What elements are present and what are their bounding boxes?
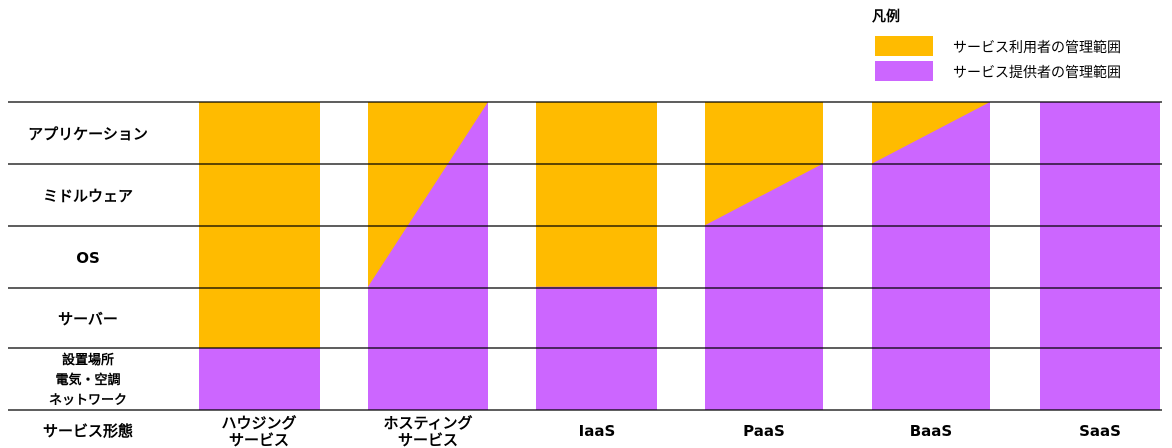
column-label-hosting-line1: ホスティング <box>383 414 472 432</box>
layer-label-facility-line2: 電気・空調 <box>55 372 120 388</box>
column-housing-provider-area <box>199 348 320 410</box>
footer-label: サービス形態 <box>43 422 133 440</box>
column-label-housing-line1: ハウジング <box>221 414 296 432</box>
layer-label-facility-line1: 設置場所 <box>62 352 114 368</box>
legend-swatch-provider <box>875 61 933 81</box>
service-columns <box>199 102 1160 410</box>
layer-labels: アプリケーション ミドルウェア OS サーバー 設置場所 電気・空調 ネットワー… <box>28 125 148 440</box>
layer-label-server: サーバー <box>58 310 118 328</box>
legend-label-user: サービス利用者の管理範囲 <box>953 39 1121 56</box>
column-label-iaas: IaaS <box>579 422 616 440</box>
layer-label-application: アプリケーション <box>28 125 148 143</box>
legend-label-provider: サービス提供者の管理範囲 <box>953 64 1121 81</box>
legend-title: 凡例 <box>872 8 900 25</box>
legend: 凡例 サービス利用者の管理範囲 サービス提供者の管理範囲 <box>872 8 1121 81</box>
column-hosting-provider-area <box>368 102 488 410</box>
layer-label-os: OS <box>76 249 100 267</box>
layer-grid <box>8 101 1162 411</box>
column-label-housing-line2: サービス <box>229 431 289 448</box>
column-label-saas: SaaS <box>1079 422 1121 440</box>
layer-label-facility-line3: ネットワーク <box>49 393 127 408</box>
column-saas-provider-area <box>1040 102 1160 410</box>
column-label-hosting-line2: サービス <box>398 431 458 448</box>
column-labels: ハウジング サービス ホスティング サービス IaaS PaaS BaaS Sa… <box>221 414 1120 448</box>
column-baas-provider-area <box>872 102 990 410</box>
column-label-baas: BaaS <box>910 422 952 440</box>
legend-swatch-user <box>875 36 933 56</box>
layer-label-middleware: ミドルウェア <box>43 187 133 205</box>
column-label-paas: PaaS <box>743 422 785 440</box>
